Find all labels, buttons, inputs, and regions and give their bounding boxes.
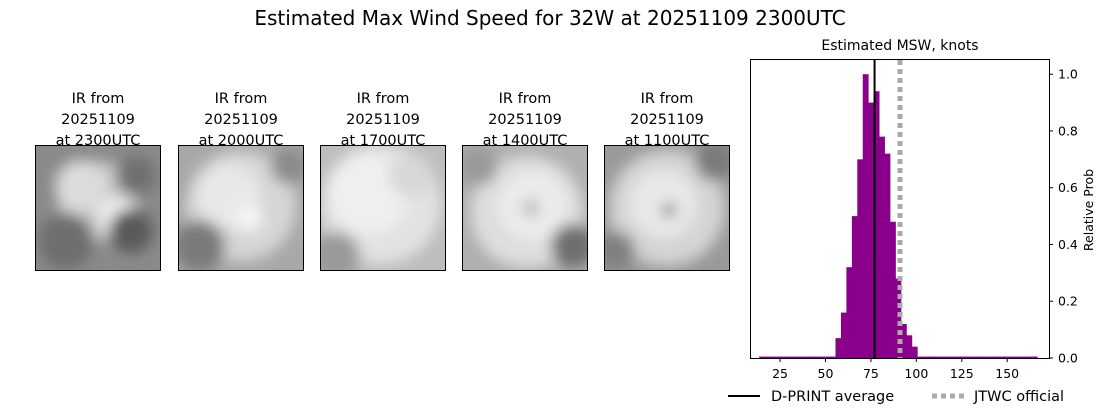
legend-label-dprint: D-PRINT average: [771, 389, 894, 405]
histogram-bar: [1009, 356, 1016, 358]
satellite-ir-image-icon: [604, 145, 730, 271]
ir-panel-5: IR from 20251109 at 1100UTC: [604, 89, 730, 271]
histogram-bar: [830, 356, 836, 358]
y-tick-label: 0.6: [1058, 180, 1078, 195]
x-tick-label: 50: [818, 366, 834, 381]
x-tick-label: 100: [904, 366, 928, 381]
chart-title: Estimated MSW, knots: [821, 38, 978, 54]
axes-frame: [750, 59, 1050, 359]
histogram-bar: [759, 356, 766, 358]
histogram-bar: [857, 159, 864, 358]
histogram-bar: [960, 356, 967, 358]
reference-lines: [873, 60, 903, 358]
histogram-bar: [791, 356, 798, 358]
y-tick-label: 0.8: [1058, 123, 1078, 138]
histogram-bar: [780, 356, 787, 358]
histogram-bar: [797, 356, 804, 358]
histogram-bar: [977, 356, 984, 358]
histogram-bar: [922, 356, 929, 358]
histogram-bar: [764, 356, 771, 358]
ir-panel-4: IR from 20251109 at 1400UTC: [462, 89, 588, 271]
x-tick-label: 125: [950, 366, 974, 381]
histogram-bars: [759, 74, 1038, 358]
ir-panel-2: IR from 20251109 at 2000UTC: [178, 89, 304, 271]
histogram-bar: [862, 74, 869, 358]
histogram-bar: [911, 346, 918, 358]
x-tick-label: 25: [772, 366, 788, 381]
histogram-bar: [884, 153, 891, 358]
histogram-bar: [906, 335, 913, 358]
histogram-bar: [928, 356, 935, 358]
histogram-bar: [944, 356, 951, 358]
histogram-bar: [879, 136, 885, 358]
x-tick-label: 150: [995, 366, 1019, 381]
histogram-bar: [933, 356, 940, 358]
histogram-bar: [895, 278, 902, 358]
y-tick-label: 1.0: [1058, 67, 1078, 82]
ir-panel-3: IR from 20251109 at 1700UTC: [320, 89, 446, 271]
y-tick-label: 0.4: [1058, 237, 1078, 252]
histogram-bar: [846, 267, 853, 358]
histogram-bar: [868, 102, 875, 358]
y-tick-label: 0.2: [1058, 294, 1078, 309]
histogram-bar: [949, 356, 956, 358]
x-tick-label: 75: [863, 366, 879, 381]
histogram-bar: [808, 356, 815, 358]
histogram-bar: [851, 216, 858, 358]
y-tick-label: 0.0: [1058, 351, 1078, 366]
histogram-bar: [824, 356, 831, 358]
histogram-bar: [770, 356, 776, 358]
y-axis-ticks: 0.0 0.2 0.4 0.6 0.8 1.0: [1049, 67, 1078, 366]
histogram-bar: [813, 356, 820, 358]
histogram-bar: [971, 356, 978, 358]
satellite-ir-image-icon: [462, 145, 588, 271]
histogram-bar: [988, 356, 994, 358]
histogram-bar: [900, 323, 907, 358]
histogram-bar: [1031, 356, 1038, 358]
histogram-bar: [999, 356, 1005, 358]
chart-legend: D-PRINT average JTWC official: [728, 389, 1064, 405]
histogram-bar: [819, 356, 825, 358]
legend-label-jtwc: JTWC official: [973, 389, 1064, 405]
histogram-bar: [873, 91, 880, 358]
histogram-bar: [840, 312, 847, 358]
y-axis-label: Relative Prob: [1081, 169, 1096, 251]
histogram-bar: [939, 356, 945, 358]
figure-title: Estimated Max Wind Speed for 32W at 2025…: [254, 6, 846, 30]
histogram-bar: [802, 356, 809, 358]
histogram-bar: [775, 356, 782, 358]
histogram-bar: [982, 356, 989, 358]
histogram-bar: [786, 356, 793, 358]
histogram-bar: [955, 356, 962, 358]
histogram-bar: [966, 356, 973, 358]
histogram-bar: [993, 356, 1000, 358]
ir-panel-1: IR from 20251109 at 2300UTC: [35, 89, 161, 271]
satellite-ir-image-icon: [320, 145, 446, 271]
histogram-bar: [917, 356, 924, 358]
histogram-bar: [1004, 356, 1011, 358]
histogram-bar: [890, 221, 896, 358]
x-axis-ticks: 25 50 75 100 125 150: [772, 358, 1019, 381]
histogram-bar: [835, 338, 842, 358]
histogram-bar: [1026, 356, 1033, 358]
satellite-ir-image-icon: [35, 145, 161, 271]
histogram-bar: [1020, 356, 1027, 358]
satellite-ir-image-icon: [178, 145, 304, 271]
histogram-bar: [1015, 356, 1022, 358]
